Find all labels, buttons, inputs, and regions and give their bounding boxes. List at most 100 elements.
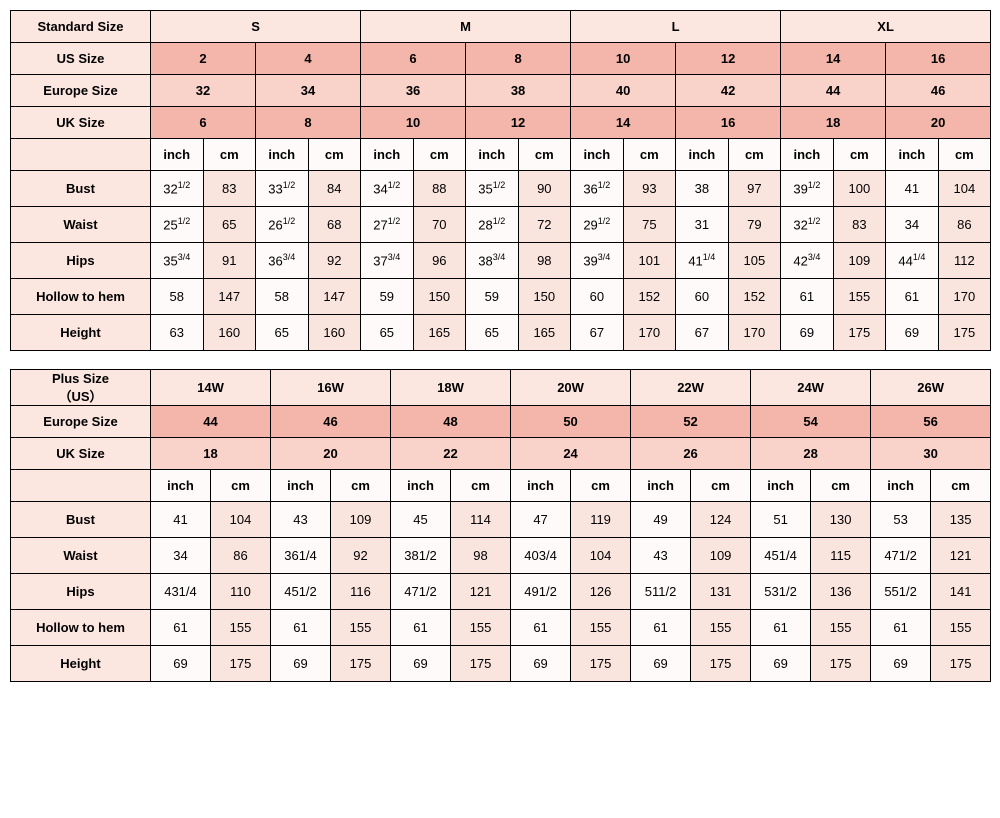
hollow-inch-0: 58 <box>151 279 204 315</box>
height-cm-5: 170 <box>728 315 781 351</box>
uk2-5: 28 <box>751 438 871 470</box>
bust-inch2-4: 49 <box>631 502 691 538</box>
height-cm2-3: 175 <box>571 646 631 682</box>
waist-cm-0: 65 <box>203 207 256 243</box>
hips-cm-6: 109 <box>833 243 886 279</box>
uk-3: 12 <box>466 107 571 139</box>
hips-cm-1: 92 <box>308 243 361 279</box>
hollow-inch2-5: 61 <box>751 610 811 646</box>
bust-inch-2: 341/2 <box>361 171 414 207</box>
label-hips: Hips <box>11 243 151 279</box>
height-inch2-2: 69 <box>391 646 451 682</box>
hollow-inch-3: 59 <box>466 279 519 315</box>
eu-2: 36 <box>361 75 466 107</box>
hips-inch2-2: 471/2 <box>391 574 451 610</box>
label-height-2: Height <box>11 646 151 682</box>
blank-2 <box>11 470 151 502</box>
waist-cm-6: 83 <box>833 207 886 243</box>
eu-5: 42 <box>676 75 781 107</box>
hips-inch-6: 423/4 <box>781 243 834 279</box>
height-cm-6: 175 <box>833 315 886 351</box>
unit-inch-2: inch <box>631 470 691 502</box>
hollow-cm2-0: 155 <box>211 610 271 646</box>
uk-1: 8 <box>256 107 361 139</box>
plus-1: 16W <box>271 370 391 406</box>
hollow-inch-5: 60 <box>676 279 729 315</box>
hollow-inch2-2: 61 <box>391 610 451 646</box>
hips-cm2-5: 136 <box>811 574 871 610</box>
label-height: Height <box>11 315 151 351</box>
hips-inch2-4: 511/2 <box>631 574 691 610</box>
hips-inch2-1: 451/2 <box>271 574 331 610</box>
bust-cm-6: 100 <box>833 171 886 207</box>
waist-cm2-1: 92 <box>331 538 391 574</box>
bust-cm2-1: 109 <box>331 502 391 538</box>
height-inch2-5: 69 <box>751 646 811 682</box>
uk-4: 14 <box>571 107 676 139</box>
hollow-cm-6: 155 <box>833 279 886 315</box>
unit-inch: inch <box>256 139 309 171</box>
height-inch-4: 67 <box>571 315 624 351</box>
hips-cm-0: 91 <box>203 243 256 279</box>
eu2-3: 50 <box>511 406 631 438</box>
hollow-inch-1: 58 <box>256 279 309 315</box>
hips-cm-2: 96 <box>413 243 466 279</box>
label-hollow: Hollow to hem <box>11 279 151 315</box>
uk-7: 20 <box>886 107 991 139</box>
bust-inch2-1: 43 <box>271 502 331 538</box>
eu2-1: 46 <box>271 406 391 438</box>
height-cm-2: 165 <box>413 315 466 351</box>
hips-inch2-0: 431/4 <box>151 574 211 610</box>
waist-inch2-5: 451/4 <box>751 538 811 574</box>
bust-cm2-3: 119 <box>571 502 631 538</box>
waist-inch-7: 34 <box>886 207 939 243</box>
unit-cm: cm <box>518 139 571 171</box>
hollow-cm2-6: 155 <box>931 610 991 646</box>
hips-inch-0: 353/4 <box>151 243 204 279</box>
height-inch2-6: 69 <box>871 646 931 682</box>
unit-cm: cm <box>203 139 256 171</box>
waist-inch-3: 281/2 <box>466 207 519 243</box>
label-hollow-2: Hollow to hem <box>11 610 151 646</box>
unit-inch: inch <box>886 139 939 171</box>
hollow-cm-4: 152 <box>623 279 676 315</box>
label-standard: Standard Size <box>11 11 151 43</box>
height-cm2-5: 175 <box>811 646 871 682</box>
unit-inch: inch <box>676 139 729 171</box>
hips-inch-3: 383/4 <box>466 243 519 279</box>
waist-inch2-4: 43 <box>631 538 691 574</box>
label-uk: UK Size <box>11 107 151 139</box>
waist-cm-3: 72 <box>518 207 571 243</box>
bust-cm2-2: 114 <box>451 502 511 538</box>
label-waist-2: Waist <box>11 538 151 574</box>
label-uk-2: UK Size <box>11 438 151 470</box>
bust-cm-5: 97 <box>728 171 781 207</box>
waist-inch-0: 251/2 <box>151 207 204 243</box>
hollow-cm-7: 170 <box>938 279 991 315</box>
bust-inch2-5: 51 <box>751 502 811 538</box>
plus-2: 18W <box>391 370 511 406</box>
size-l: L <box>571 11 781 43</box>
bust-inch-5: 38 <box>676 171 729 207</box>
hips-inch-7: 441/4 <box>886 243 939 279</box>
bust-cm-1: 84 <box>308 171 361 207</box>
uk2-6: 30 <box>871 438 991 470</box>
hollow-inch2-4: 61 <box>631 610 691 646</box>
hips-inch2-5: 531/2 <box>751 574 811 610</box>
hollow-inch-7: 61 <box>886 279 939 315</box>
unit-cm-2: cm <box>451 470 511 502</box>
hips-cm2-1: 116 <box>331 574 391 610</box>
eu-3: 38 <box>466 75 571 107</box>
plus-6: 26W <box>871 370 991 406</box>
waist-inch-4: 291/2 <box>571 207 624 243</box>
hips-inch2-3: 491/2 <box>511 574 571 610</box>
eu-1: 34 <box>256 75 361 107</box>
waist-inch-1: 261/2 <box>256 207 309 243</box>
waist-cm2-5: 115 <box>811 538 871 574</box>
us-2: 6 <box>361 43 466 75</box>
waist-inch2-6: 471/2 <box>871 538 931 574</box>
hollow-cm-1: 147 <box>308 279 361 315</box>
bust-inch2-6: 53 <box>871 502 931 538</box>
size-m: M <box>361 11 571 43</box>
eu2-6: 56 <box>871 406 991 438</box>
